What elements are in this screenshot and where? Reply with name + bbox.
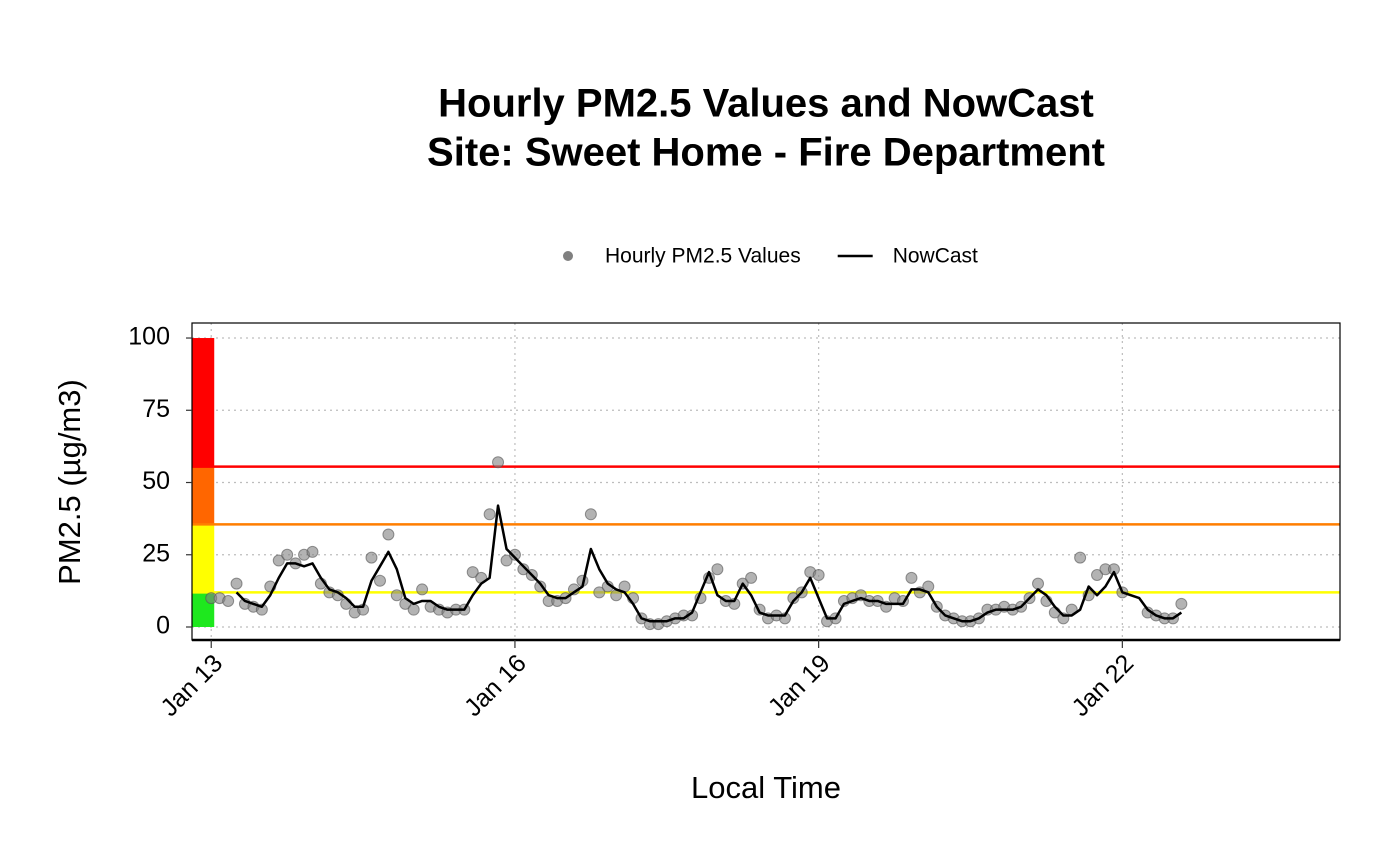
aqi-band (192, 466, 215, 525)
y-tick-label: 100 (128, 323, 170, 351)
data-point (416, 583, 429, 596)
data-point (272, 554, 285, 567)
y-tick-label: 0 (156, 612, 170, 640)
legend-label: Hourly PM2.5 Values (605, 245, 801, 268)
nowcast-line (235, 504, 1183, 623)
data-point (508, 548, 521, 561)
data-point (222, 594, 235, 607)
data-point (745, 571, 758, 584)
y-tick-label: 25 (142, 539, 170, 567)
data-point (787, 592, 800, 605)
legend-label: NowCast (893, 245, 978, 268)
data-point (584, 508, 597, 521)
data-point (407, 603, 420, 616)
data-point (492, 456, 505, 469)
data-point (281, 548, 294, 561)
x-axis-label: Local Time (691, 770, 841, 805)
data-point (593, 586, 606, 599)
data-point (373, 574, 386, 587)
data-point (711, 563, 724, 576)
chart-subtitle: Site: Sweet Home - Fire Department (427, 131, 1105, 175)
data-point (1074, 551, 1087, 564)
x-tick-label: Jan 22 (1066, 649, 1139, 722)
x-tick-label: Jan 16 (459, 649, 532, 722)
x-tick-label: Jan 13 (155, 649, 228, 722)
data-point (382, 528, 395, 541)
x-tick-label: Jan 19 (763, 649, 836, 722)
data-point (483, 508, 496, 521)
legend-marker (563, 251, 573, 261)
data-point (1032, 577, 1045, 590)
data-point (306, 545, 319, 558)
data-point (365, 551, 378, 564)
y-tick-label: 50 (142, 467, 170, 495)
data-point (230, 577, 243, 590)
data-point (390, 589, 403, 602)
aqi-band (192, 524, 215, 593)
y-axis-label: PM2.5 (µg/m3) (52, 379, 87, 585)
data-point (466, 566, 479, 579)
aqi-band (192, 338, 215, 467)
data-point (812, 568, 825, 581)
data-point (1175, 597, 1188, 610)
chart-title: Hourly PM2.5 Values and NowCast (438, 82, 1094, 126)
data-point (905, 571, 918, 584)
y-tick-label: 75 (142, 395, 170, 423)
data-point (517, 563, 530, 576)
data-point (500, 554, 513, 567)
data-point (1091, 568, 1104, 581)
data-point (340, 597, 353, 610)
